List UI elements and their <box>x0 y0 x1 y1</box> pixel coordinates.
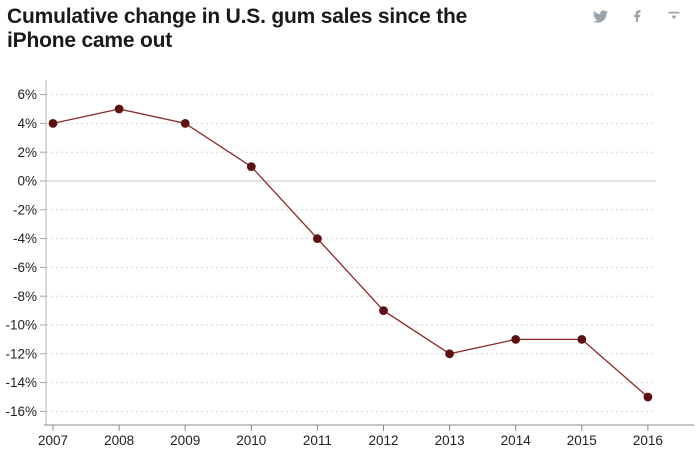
data-point <box>180 119 190 128</box>
share-icons <box>592 8 682 24</box>
y-axis-label: 2% <box>17 145 37 160</box>
x-axis-label: 2009 <box>170 433 200 448</box>
y-axis-label: 4% <box>17 116 37 131</box>
download-image-icon[interactable] <box>666 8 682 24</box>
x-axis-label: 2012 <box>368 433 398 448</box>
y-axis-label: -14% <box>5 375 37 390</box>
data-point <box>313 234 322 244</box>
y-axis-label: -16% <box>5 404 37 419</box>
y-axis-label: 0% <box>17 174 37 189</box>
twitter-bird-glyph <box>592 9 608 23</box>
x-axis-label: 2010 <box>236 433 266 448</box>
data-point <box>643 392 653 402</box>
twitter-share-icon[interactable] <box>592 8 608 24</box>
facebook-f-glyph <box>634 10 641 22</box>
y-axis-label: -12% <box>5 346 37 361</box>
data-point <box>445 349 454 359</box>
x-axis-label: 2011 <box>303 433 332 448</box>
y-axis-label: -2% <box>13 202 37 217</box>
data-point <box>511 335 521 344</box>
y-axis-label: -6% <box>13 260 37 275</box>
y-axis-label: -4% <box>13 231 37 246</box>
x-axis-label: 2008 <box>104 433 134 448</box>
facebook-share-icon[interactable] <box>629 8 645 24</box>
x-axis-label: 2007 <box>38 433 68 448</box>
x-axis-label: 2015 <box>567 433 597 448</box>
download-glyph <box>668 11 680 20</box>
series-line <box>52 108 649 398</box>
data-point <box>577 335 587 344</box>
data-point <box>48 119 58 128</box>
chart-title-line1: Cumulative change in U.S. gum sales sinc… <box>7 5 468 28</box>
y-axis-label: 6% <box>17 87 37 102</box>
chart-title: Cumulative change in U.S. gum sales sinc… <box>7 5 467 53</box>
x-axis-label: 2016 <box>633 433 663 448</box>
chart-title-line2: iPhone came out <box>7 29 173 52</box>
data-point <box>114 104 124 114</box>
y-axis-label: -8% <box>13 289 37 304</box>
data-point <box>379 306 388 315</box>
data-point <box>246 162 256 172</box>
x-axis-label: 2013 <box>435 433 465 448</box>
x-axis-label: 2014 <box>501 433 532 448</box>
y-axis-label: -10% <box>5 318 37 333</box>
